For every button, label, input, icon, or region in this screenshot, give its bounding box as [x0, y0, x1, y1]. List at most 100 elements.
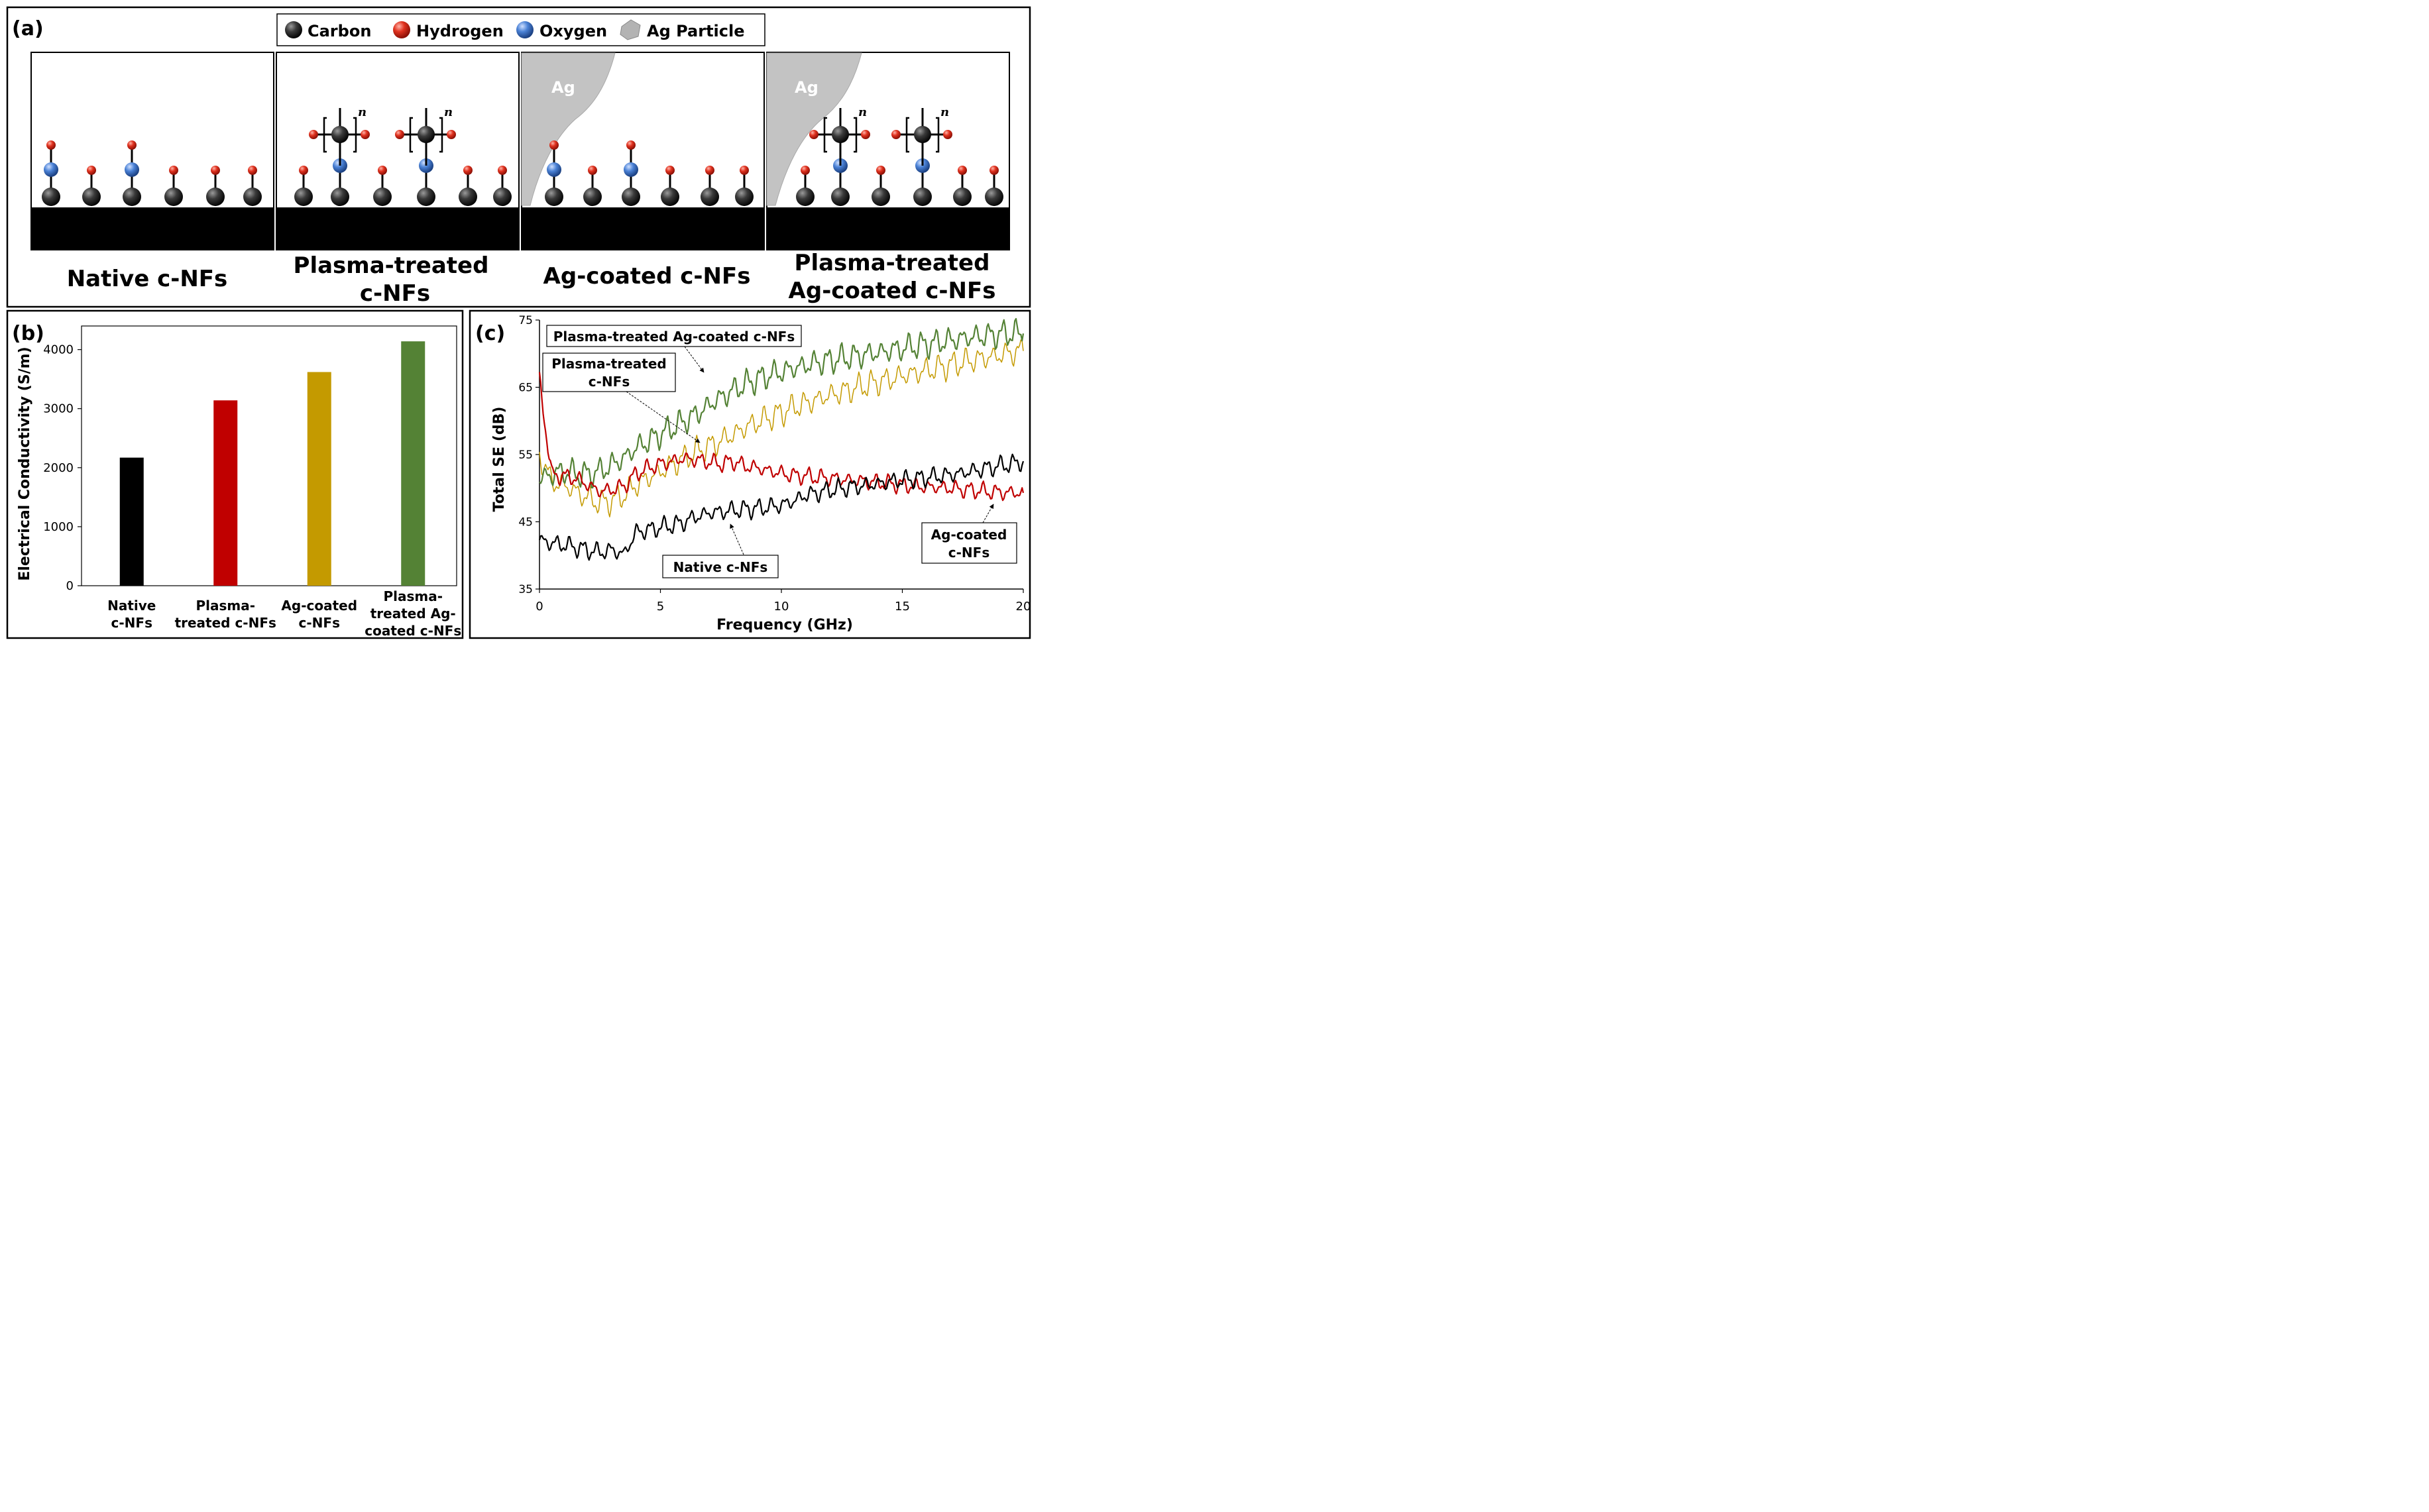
legend-hydrogen-label: Hydrogen — [416, 22, 504, 40]
panel-b: (b) Electrical Conductivity (S/m) 0 1000 2… — [6, 309, 464, 639]
carbon-atom — [459, 188, 477, 206]
y-tick-label: 55 — [518, 449, 533, 462]
x-tick-label: 0 — [536, 600, 543, 614]
carbon-atom — [545, 188, 563, 206]
ag-particle-label: Ag — [795, 78, 819, 97]
y-tick-label: 3000 — [43, 402, 74, 416]
caption-plasma-line2: c-NFs — [360, 280, 430, 307]
hydrogen-atom — [958, 166, 967, 175]
bracket — [905, 117, 909, 153]
oxygen-atom — [44, 162, 58, 177]
callout-box — [542, 352, 676, 392]
series-line — [538, 453, 1025, 561]
carbon-atom — [243, 188, 262, 206]
hydrogen-atom — [801, 166, 810, 175]
x-axis-title: Frequency (GHz) — [716, 617, 853, 633]
carbon-atom — [82, 188, 101, 206]
hydrogen-atom — [299, 166, 308, 175]
caption-native: Native c-NFs — [67, 266, 228, 292]
callout-label: Native c-NFs — [673, 559, 768, 575]
callout-label: Plasma-treated Ag-coated c-NFs — [553, 329, 795, 345]
series-line — [539, 339, 1024, 517]
bracket — [323, 117, 327, 153]
hydrogen-atom — [248, 166, 257, 175]
repeat-n-label: n — [358, 105, 367, 119]
hydrogen-atom — [127, 140, 137, 150]
hydrogen-atom — [943, 130, 952, 139]
ag-particle-label: Ag — [551, 78, 575, 97]
series-lines — [538, 317, 1025, 561]
oxygen-atom — [624, 162, 638, 177]
carbon-atom — [583, 188, 602, 206]
callout-arrow — [684, 346, 705, 373]
callouts: Plasma-treated Ag-coated c-NFs Plasma-tr… — [542, 325, 1017, 578]
callout-box — [921, 522, 1017, 564]
carbon-atom — [796, 188, 815, 206]
legend-carbon-label: Carbon — [308, 22, 371, 40]
carbon-atom — [42, 188, 60, 206]
series-line — [538, 372, 1025, 502]
x-tick-label: 10 — [774, 600, 789, 614]
panel-a: (a) Carbon Hydrogen Oxygen Ag Particle A… — [6, 6, 1031, 308]
carbon-atom — [953, 188, 972, 206]
legend-ag-label: Ag Particle — [647, 22, 745, 40]
bar-plot-area — [81, 325, 457, 586]
caption-plasma-line1: Plasma-treated — [294, 252, 489, 279]
callout-label: Plasma-treated — [551, 356, 666, 372]
hydrogen-atom — [588, 166, 597, 175]
hydrogen-atom — [705, 166, 714, 175]
carbon-atom — [331, 126, 349, 143]
oxygen-atom — [547, 162, 561, 177]
carbon-atom — [418, 126, 435, 143]
hydrogen-atom — [626, 140, 636, 150]
category-label: coated c-NFs — [365, 623, 461, 639]
bracket — [439, 117, 443, 153]
y-tick-label: 75 — [518, 314, 533, 327]
callout-arrow — [982, 504, 994, 523]
substrate — [276, 207, 519, 250]
oxygen-atom — [125, 162, 139, 177]
carbon-atom — [701, 188, 719, 206]
carbon-atom — [913, 188, 932, 206]
carbon-atom — [294, 188, 313, 206]
substrate — [31, 207, 274, 250]
y-tick-label: 2000 — [43, 461, 74, 475]
category-label: Plasma- — [383, 588, 443, 604]
hydrogen-atom — [989, 166, 999, 175]
category-label: c-NFs — [111, 615, 152, 631]
carbon-atom — [123, 188, 141, 206]
carbon-legend-icon — [285, 21, 302, 38]
bracket — [353, 117, 357, 153]
y-axis-title: Electrical Conductivity (S/m) — [17, 347, 33, 580]
y-axis-title: Total SE (dB) — [491, 407, 508, 512]
carbon-atom — [331, 188, 349, 206]
carbon-atom — [373, 188, 392, 206]
carbon-atom — [872, 188, 890, 206]
bar — [401, 341, 425, 586]
series-line — [539, 317, 1025, 489]
hydrogen-atom — [309, 130, 318, 139]
hydrogen-atom — [378, 166, 387, 175]
carbon-atom — [417, 188, 435, 206]
hydrogen-atom — [809, 130, 819, 139]
category-label: Ag-coated — [281, 598, 357, 614]
axis-ticks: 35 45 55 65 75 0 5 10 15 20 — [518, 314, 1031, 614]
legend-a: Carbon Hydrogen Oxygen Ag Particle — [276, 13, 765, 46]
repeat-n-label: n — [858, 105, 867, 119]
hydrogen-atom — [876, 166, 885, 175]
bars — [119, 341, 425, 586]
hydrogen-atom — [498, 166, 507, 175]
substrate — [767, 207, 1009, 250]
bar — [119, 457, 144, 586]
callout-arrow — [730, 523, 744, 555]
panel-c-label: (c) — [475, 322, 505, 345]
hydrogen-atom — [463, 166, 473, 175]
y-tick-label: 4000 — [43, 343, 74, 357]
category-label: Native — [107, 598, 156, 614]
carbon-atom — [735, 188, 754, 206]
ag-particle-legend-icon — [620, 19, 641, 40]
hydrogen-atom — [395, 130, 404, 139]
hydrogen-atom — [891, 130, 901, 139]
carbon-atom — [622, 188, 640, 206]
x-tick-label: 20 — [1016, 600, 1031, 614]
